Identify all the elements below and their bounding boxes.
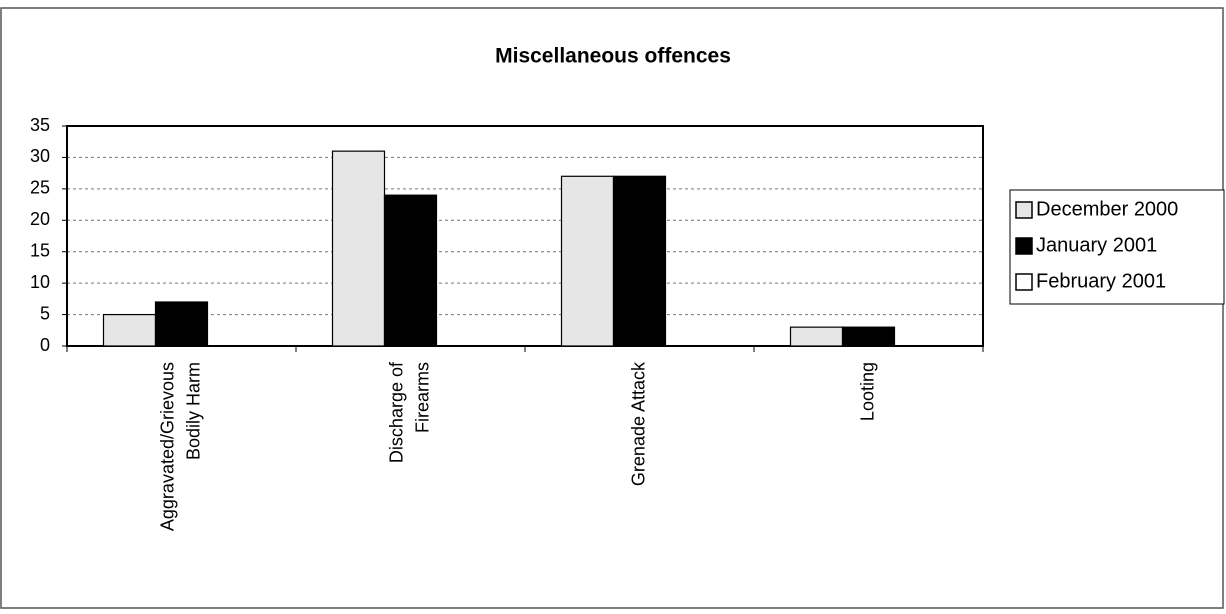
legend-swatch xyxy=(1015,273,1033,291)
x-tick-label: Grenade Attack xyxy=(628,361,648,486)
y-tick-label: 20 xyxy=(30,209,50,229)
legend-label: December 2000 xyxy=(1036,198,1178,220)
bar xyxy=(383,194,438,347)
bar xyxy=(331,150,386,347)
legend-label: January 2001 xyxy=(1036,234,1157,256)
bar xyxy=(841,326,896,347)
legend-swatch xyxy=(1015,201,1033,219)
y-tick-label: 15 xyxy=(30,240,50,260)
legend-box xyxy=(1009,189,1225,305)
legend-label: February 2001 xyxy=(1036,270,1166,292)
y-tick-label: 0 xyxy=(40,335,50,355)
y-tick-label: 5 xyxy=(40,303,50,323)
legend-swatch xyxy=(1015,237,1033,255)
x-tick-label: Discharge of xyxy=(386,361,406,463)
bar xyxy=(612,175,667,347)
chart-title: Miscellaneous offences xyxy=(495,45,731,68)
bar xyxy=(154,301,209,347)
x-tick-label: Firearms xyxy=(412,362,432,433)
y-tick-label: 25 xyxy=(30,178,50,198)
bar xyxy=(789,326,844,347)
x-tick-label: Aggravated/Grievous xyxy=(157,362,177,531)
bar xyxy=(560,175,615,347)
y-tick-label: 35 xyxy=(30,115,50,135)
x-tick-label: Bodily Harm xyxy=(183,362,203,460)
y-tick-label: 10 xyxy=(30,272,50,292)
bar xyxy=(102,313,157,347)
y-tick-label: 30 xyxy=(30,146,50,166)
x-tick-label: Looting xyxy=(857,362,877,421)
